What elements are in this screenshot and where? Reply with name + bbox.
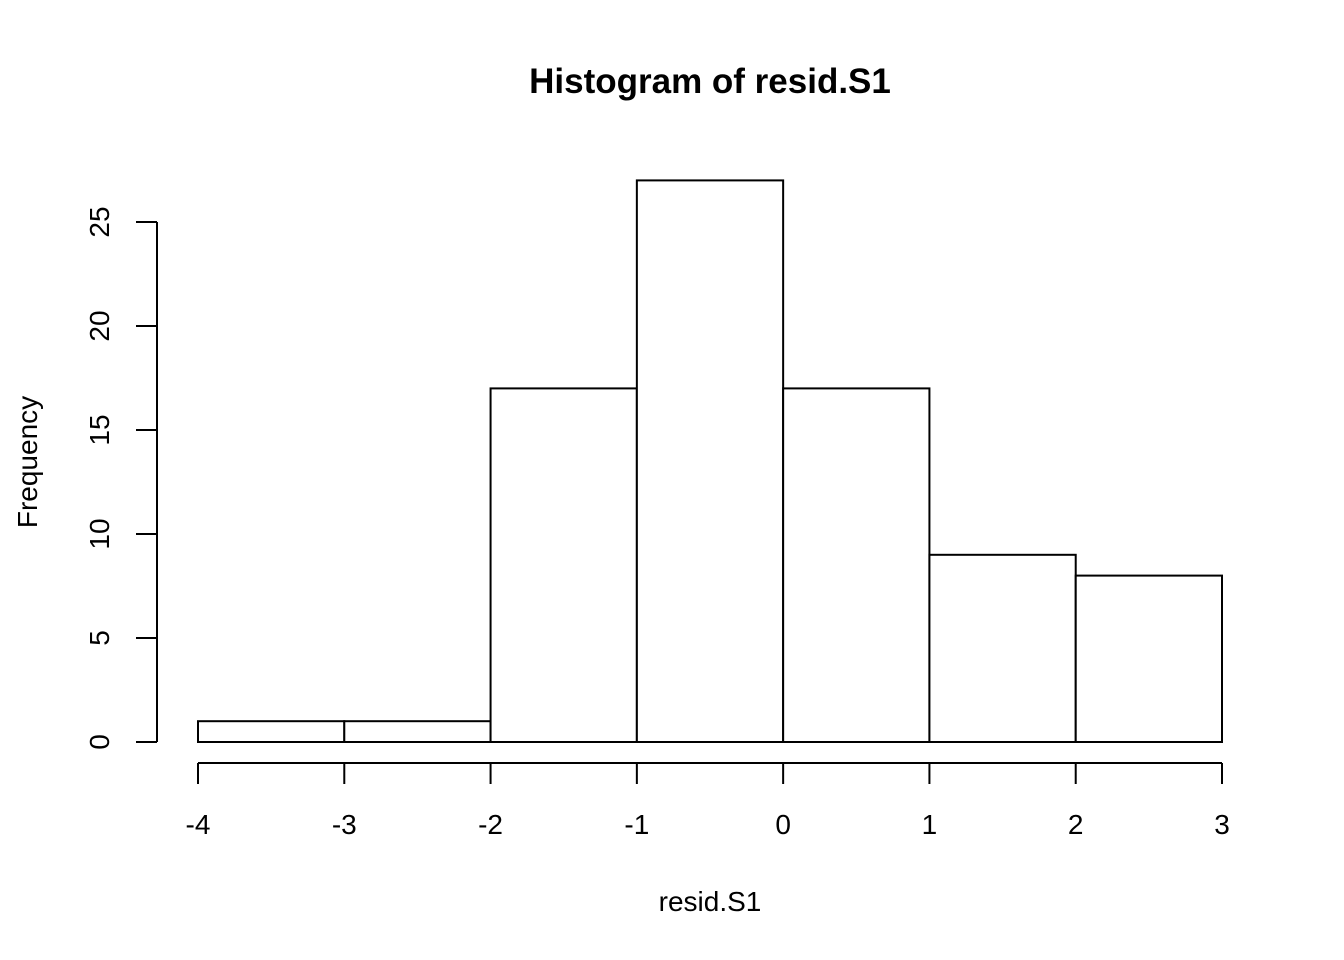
- x-axis: -4 -3 -2 -1 0 1 2 3: [186, 762, 1230, 840]
- x-tick-label: -3: [332, 809, 357, 840]
- y-tick-label: 20: [84, 310, 115, 341]
- histogram-bar: [1074, 574, 1223, 743]
- x-axis-label: resid.S1: [659, 886, 762, 917]
- bars-group: [197, 179, 1223, 744]
- y-tick-label: 10: [84, 518, 115, 549]
- histogram-bar: [782, 387, 931, 743]
- y-axis: 0 5 10 15 20 25: [84, 206, 158, 750]
- x-tick-label: -4: [186, 809, 211, 840]
- histogram-bar: [635, 179, 785, 743]
- x-tick-label: 0: [775, 809, 791, 840]
- y-axis-label: Frequency: [12, 396, 43, 528]
- x-tick-label: -1: [624, 809, 649, 840]
- y-tick-label: 5: [84, 630, 115, 646]
- y-tick-label: 25: [84, 206, 115, 237]
- histogram-bar: [928, 553, 1077, 743]
- x-tick-label: 2: [1068, 809, 1084, 840]
- y-tick-label: 15: [84, 414, 115, 445]
- histogram-bar: [343, 720, 492, 744]
- histogram-bar: [489, 387, 638, 743]
- x-tick-label: -2: [478, 809, 503, 840]
- chart-title: Histogram of resid.S1: [529, 62, 891, 101]
- x-tick-label: 3: [1214, 809, 1230, 840]
- y-tick-label: 0: [84, 734, 115, 750]
- x-tick-label: 1: [922, 809, 938, 840]
- histogram-bar: [197, 720, 346, 744]
